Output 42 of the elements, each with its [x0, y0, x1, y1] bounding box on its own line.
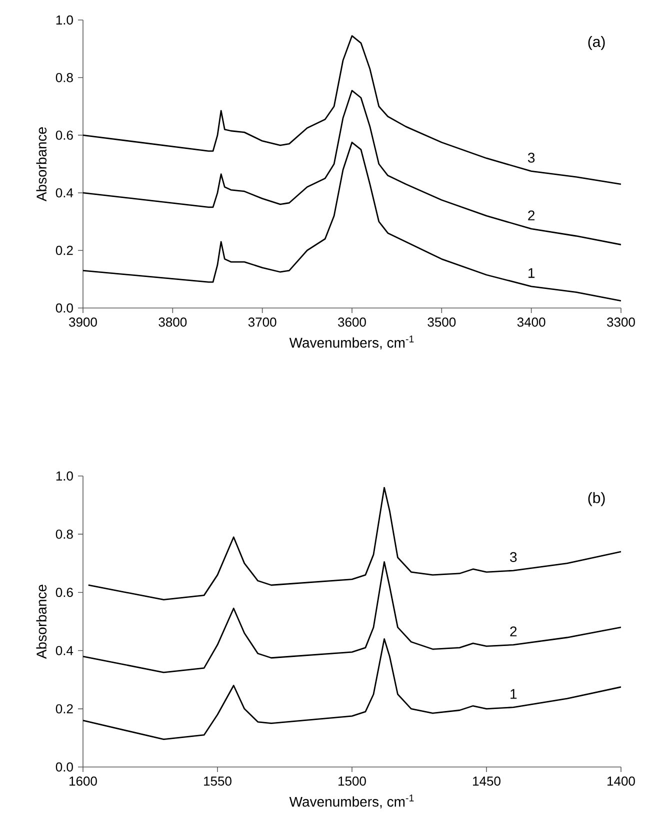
line-series	[82, 638, 621, 740]
x-tick-label: 1600	[70, 776, 97, 786]
x-tick-label: 3300	[607, 318, 635, 327]
x-tick-label: 1400	[608, 776, 635, 786]
x-axis-title: Wavenumbers, cm$^{-1}$	[289, 794, 414, 808]
y-tick-label: 0.4	[56, 646, 74, 656]
y-tick-label: 1.0	[56, 15, 73, 25]
x-tick-label: 3400	[517, 318, 546, 327]
annotation: (a)	[588, 36, 605, 50]
series-label: 1	[510, 689, 517, 699]
y-tick-label: 0.0	[56, 303, 73, 313]
x-tick-label: 1550	[204, 776, 232, 786]
x-tick-label: 3800	[158, 318, 187, 327]
x-tick-label: 3500	[428, 318, 456, 327]
line-series	[82, 561, 621, 674]
x-tick-label: 1500	[338, 776, 366, 786]
y-tick-label: 0.8	[56, 530, 73, 539]
line-series	[82, 35, 621, 185]
line-series	[82, 142, 621, 302]
y-tick-label: 0.6	[56, 588, 73, 597]
series-label: 2	[510, 626, 517, 636]
x-axis-title: Wavenumbers, cm$^{-1}$	[289, 336, 414, 350]
y-tick-label: 1.0	[56, 471, 73, 481]
x-tick-label: 1450	[473, 776, 500, 786]
x-tick-label: 3900	[69, 318, 97, 327]
x-tick-label: 3700	[248, 318, 276, 327]
series-label: 2	[528, 210, 535, 220]
x-tick-label: 3600	[338, 318, 366, 327]
y-axis-title: Absorbance	[36, 127, 47, 202]
line-series	[82, 90, 621, 246]
y-tick-label: 0.0	[56, 762, 73, 772]
line-series	[88, 486, 621, 600]
y-axis-title: Absorbance	[36, 584, 47, 659]
annotation: (b)	[588, 492, 605, 506]
series-label: 3	[528, 152, 535, 163]
series-label: 3	[510, 552, 517, 562]
y-tick-label: 0.8	[56, 72, 73, 82]
y-tick-label: 0.2	[56, 246, 73, 255]
y-tick-label: 0.4	[56, 188, 74, 198]
series-label: 1	[528, 268, 535, 278]
y-tick-label: 0.2	[56, 704, 73, 714]
y-tick-label: 0.6	[56, 130, 73, 140]
